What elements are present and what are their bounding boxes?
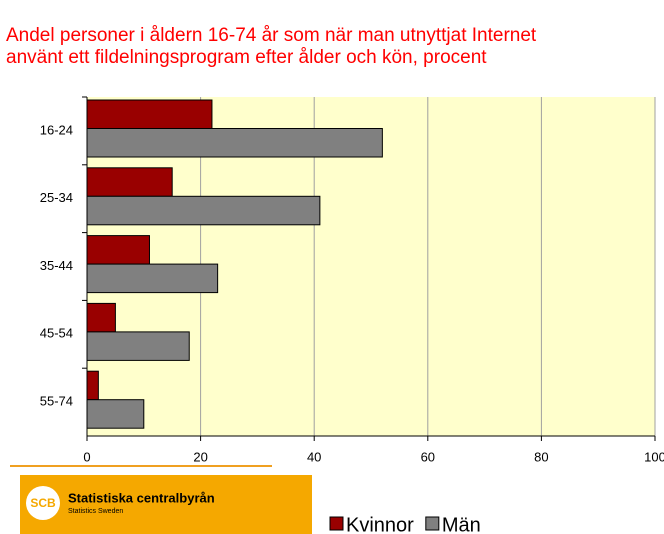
bar	[86, 99, 213, 129]
bar	[86, 263, 219, 294]
logo-name: Statistiska centralbyrån	[68, 490, 215, 505]
legend-label: Kvinnor	[346, 514, 414, 534]
bar	[86, 399, 145, 429]
y-tick-label: 25-34	[40, 190, 73, 205]
bar	[86, 195, 321, 226]
x-tick-label: 100	[644, 449, 664, 464]
chart-title: använt ett fildelningsprogram efter ålde…	[6, 47, 487, 68]
y-tick-label: 45-54	[40, 326, 73, 341]
bar	[86, 370, 99, 401]
y-tick-label: 55-74	[40, 394, 73, 409]
x-tick-label: 40	[307, 449, 321, 464]
legend-label: Män	[442, 514, 481, 534]
x-tick-label: 80	[534, 449, 548, 464]
x-tick-label: 60	[421, 449, 435, 464]
bar	[86, 128, 383, 158]
bar	[86, 302, 116, 333]
chart-title: Andel personer i åldern 16-74 år som när…	[6, 25, 537, 46]
logo-mark: SCB	[30, 496, 56, 510]
bar	[86, 235, 150, 265]
logo-subtitle: Statistics Sweden	[68, 508, 123, 515]
y-tick-label: 16-24	[40, 122, 73, 137]
x-tick-label: 0	[83, 449, 90, 464]
legend-swatch	[425, 516, 440, 531]
y-tick-label: 35-44	[40, 258, 73, 273]
bar	[86, 167, 173, 197]
legend-swatch	[329, 516, 344, 531]
bar	[86, 331, 190, 361]
logo-emblem	[26, 486, 60, 520]
logo-box	[20, 475, 312, 534]
x-tick-label: 20	[193, 449, 207, 464]
